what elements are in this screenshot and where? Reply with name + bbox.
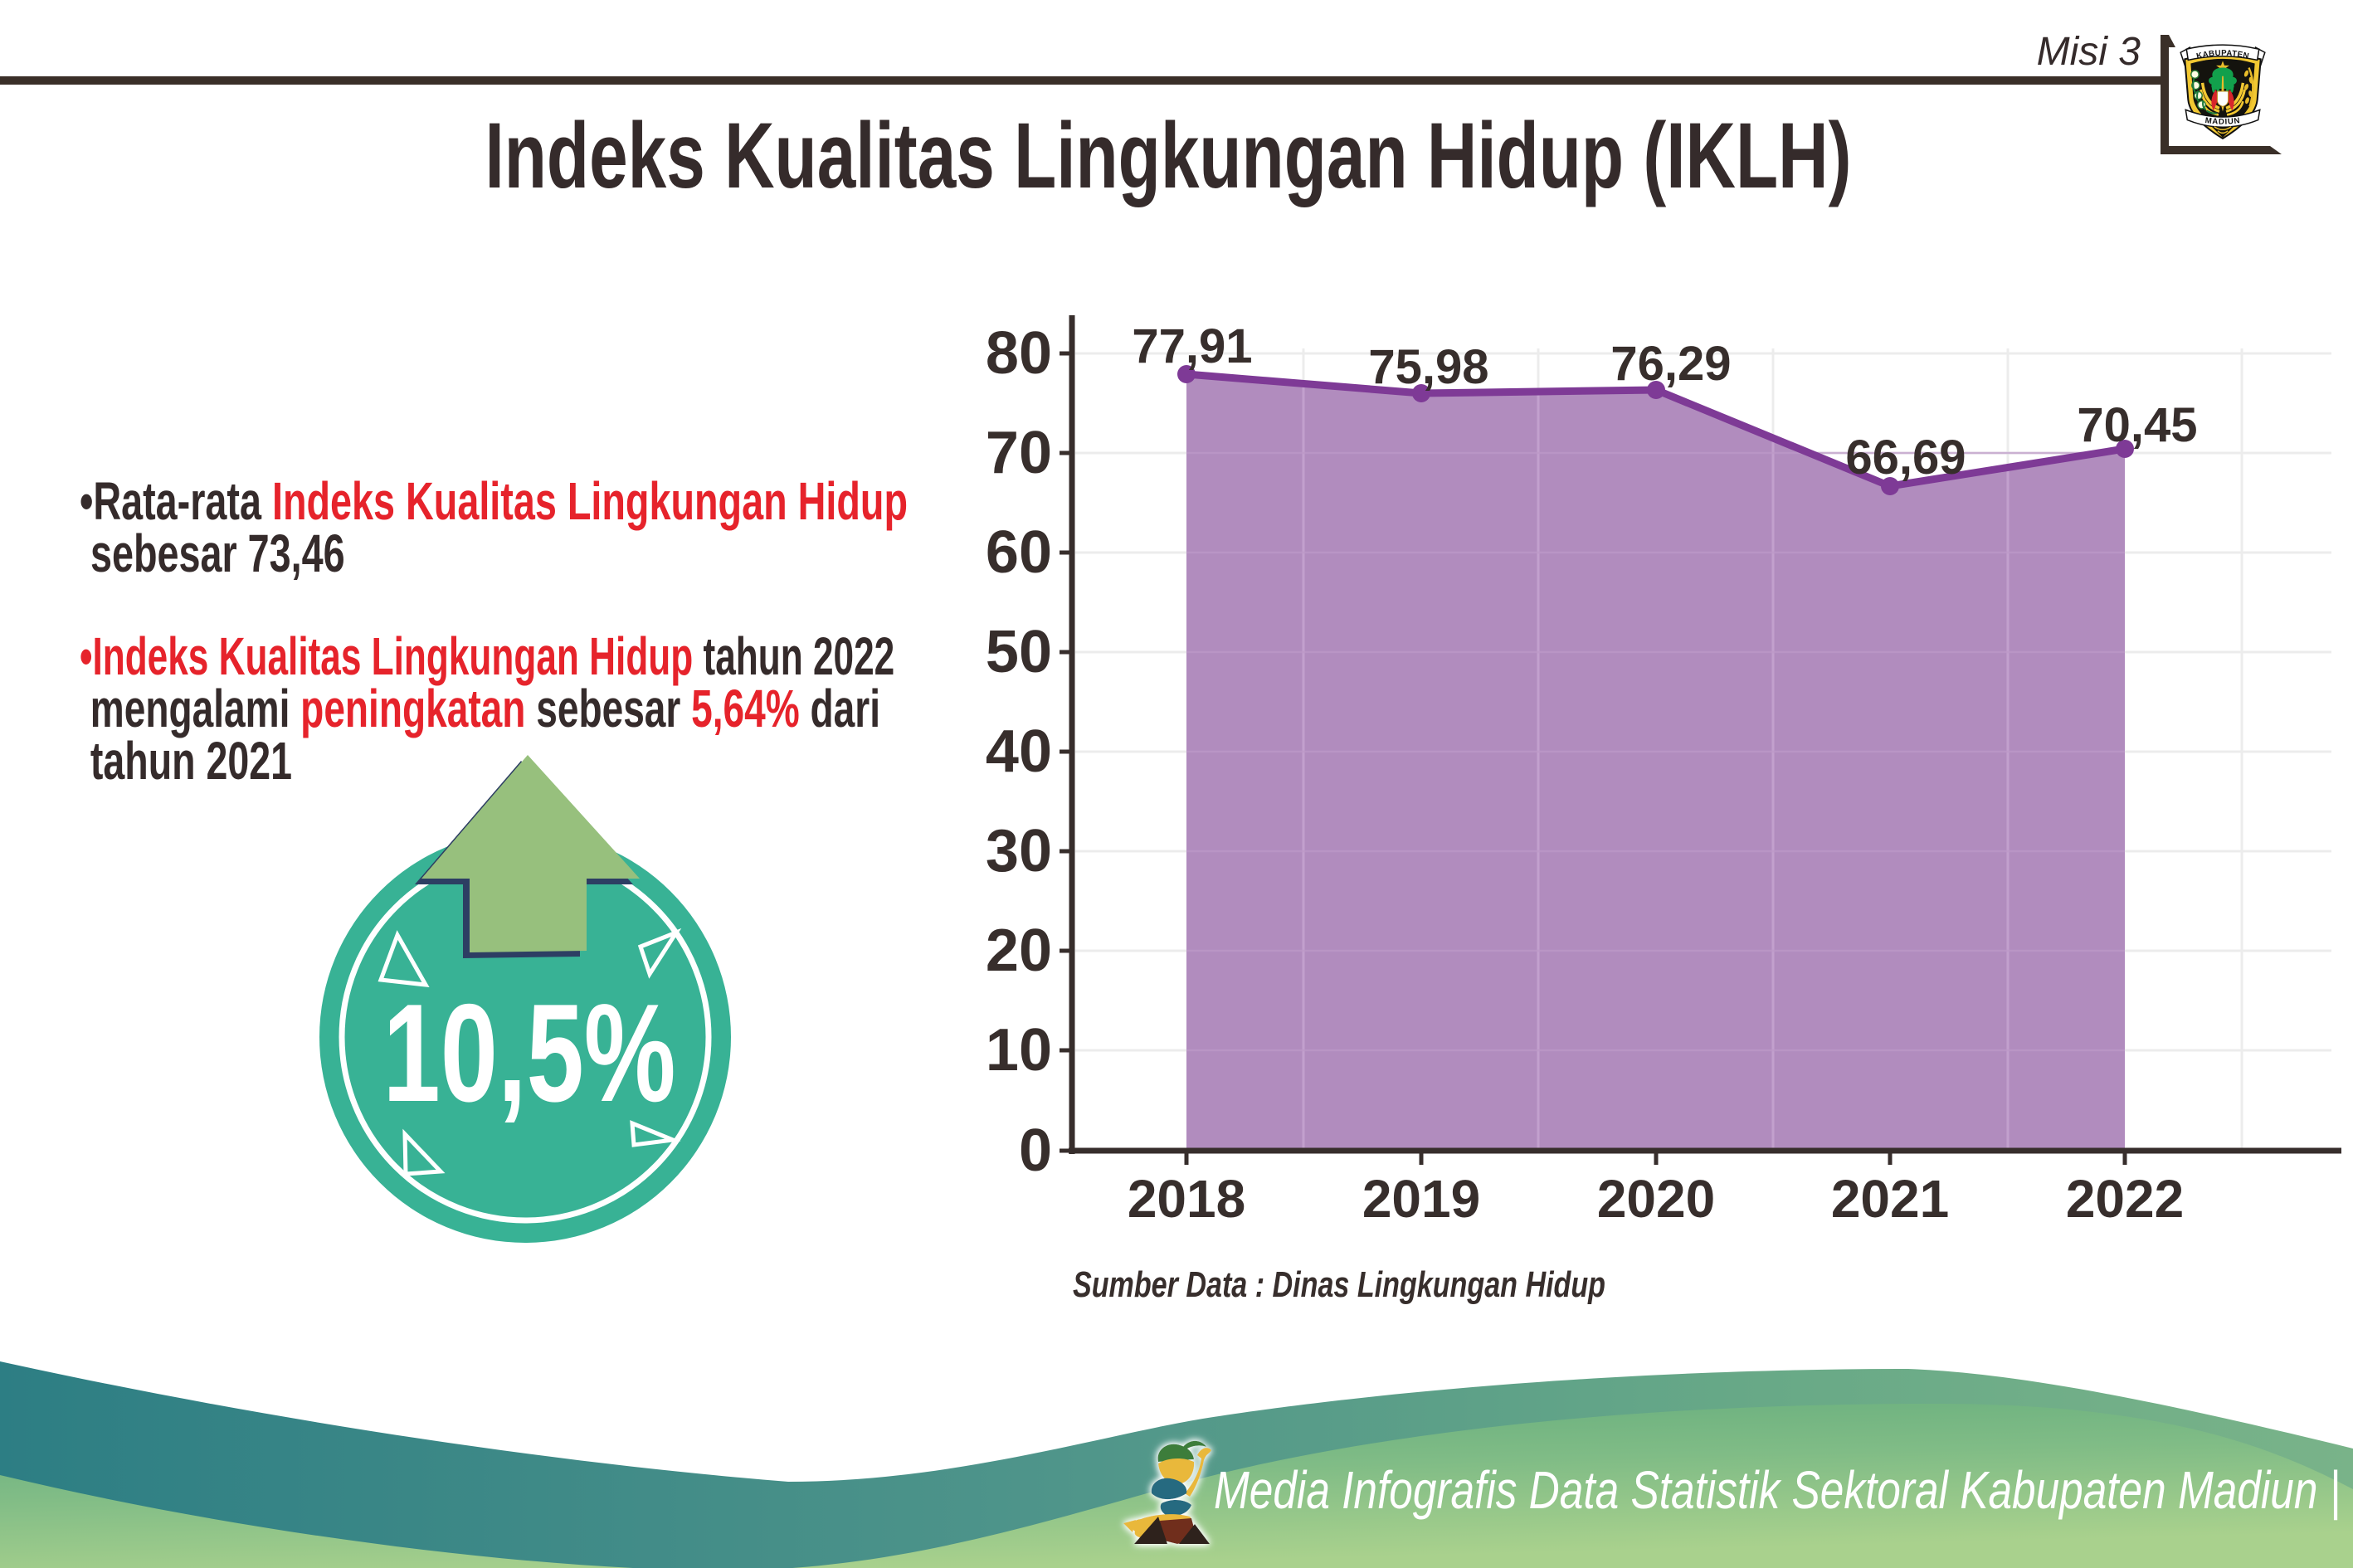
svg-text:Sumber Data : Dinas Lingkungan: Sumber Data : Dinas Lingkungan Hidup <box>1073 1264 1605 1305</box>
svg-text:70: 70 <box>986 420 1052 486</box>
svg-text:Media Infografis Data Statisti: Media Infografis Data Statistik Sektoral… <box>1214 1460 2341 1521</box>
svg-text:40: 40 <box>986 718 1052 785</box>
svg-text:77,91: 77,91 <box>1132 319 1252 373</box>
svg-text:2022: 2022 <box>2066 1169 2184 1229</box>
svg-text:70,45: 70,45 <box>2077 398 2197 452</box>
svg-text:80: 80 <box>986 320 1052 387</box>
svg-text:2021: 2021 <box>1831 1169 1949 1229</box>
svg-text:2019: 2019 <box>1362 1169 1480 1229</box>
svg-text:KABUPATEN: KABUPATEN <box>2195 49 2250 61</box>
svg-text:75,98: 75,98 <box>1368 340 1488 394</box>
svg-text:76,29: 76,29 <box>1610 337 1731 391</box>
svg-text:60: 60 <box>986 519 1052 586</box>
svg-text:2020: 2020 <box>1597 1169 1715 1229</box>
svg-text:20: 20 <box>986 918 1052 984</box>
svg-text:MADIUN: MADIUN <box>2204 116 2241 127</box>
svg-text:10,5%: 10,5% <box>383 975 676 1131</box>
svg-text:66,69: 66,69 <box>1845 431 1966 485</box>
svg-text:50: 50 <box>986 619 1052 685</box>
svg-text:2018: 2018 <box>1128 1169 1245 1229</box>
svg-text:0: 0 <box>1019 1118 1052 1184</box>
svg-text:10: 10 <box>986 1017 1052 1083</box>
svg-text:30: 30 <box>986 818 1052 884</box>
